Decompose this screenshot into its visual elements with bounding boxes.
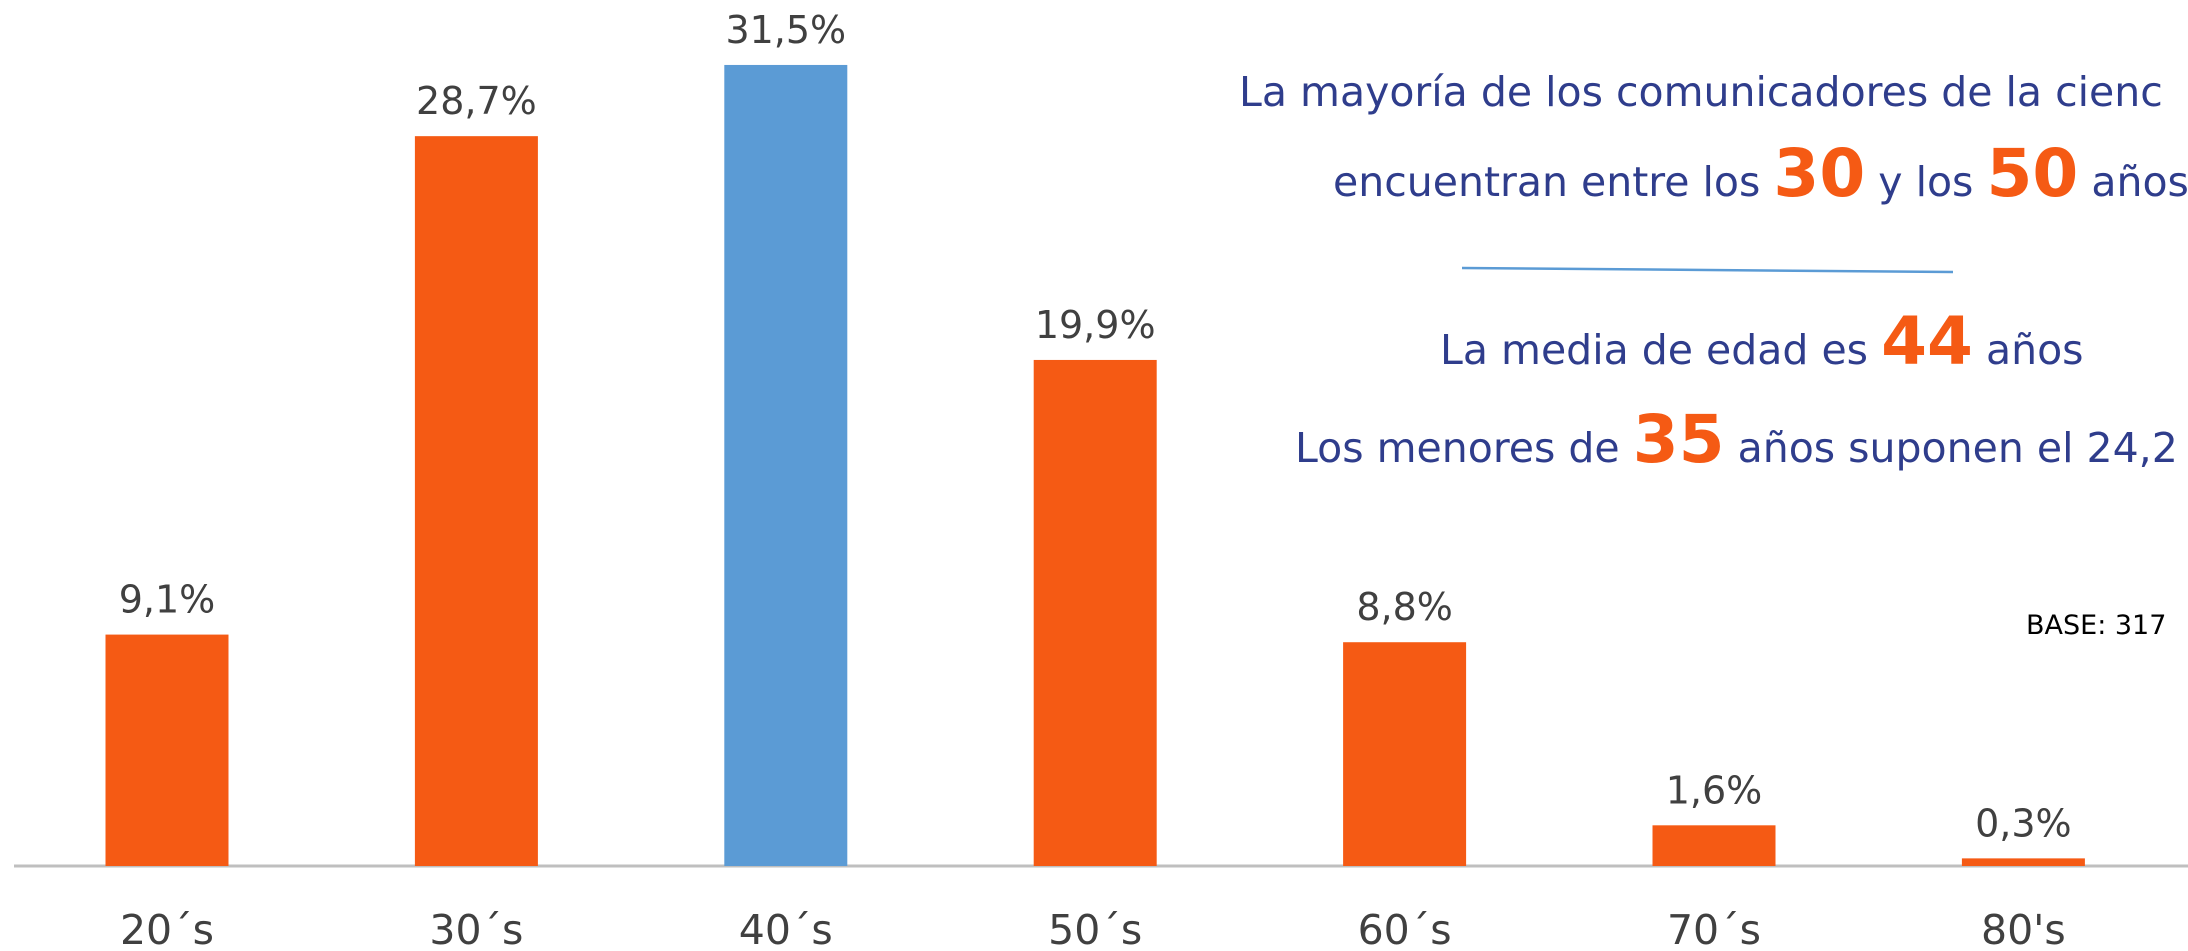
separator [1461,266,1954,274]
annotation-text: años [2078,158,2188,206]
x-tick-label: 50´s [1048,906,1142,951]
bar [105,634,229,866]
annotation-text: La mayoría de los comunicadores de la ci… [1239,68,2163,116]
annotation: La media de edad es 44 años [1440,303,2084,380]
bar [1033,359,1157,866]
highlight-number: 44 [1881,303,1973,380]
x-tick-label: 40´s [739,906,833,951]
bar [1652,825,1776,866]
value-label: 28,7% [416,79,537,123]
value-label: 31,5% [725,8,846,52]
highlight-number: 50 [1986,135,2078,212]
base-note: BASE: 317 [2026,610,2166,641]
value-label: 9,1% [119,578,216,622]
bar [414,136,538,866]
value-label: 0,3% [1975,801,2072,845]
bar [724,64,848,866]
highlight-number: 35 [1633,401,1725,478]
annotation-text: Los menores de [1295,424,1633,472]
annotation-text: años suponen el 24,2 [1725,424,2178,472]
value-label: 19,9% [1035,303,1156,347]
annotation-text: encuentran entre los [1333,158,1773,206]
annotation-text: La media de edad es [1440,326,1881,374]
bar [1343,642,1467,866]
annotation-text: años [1973,326,2084,374]
value-label: 1,6% [1666,768,1763,812]
x-tick-label: 30´s [429,906,523,951]
value-label: 8,8% [1356,585,1453,629]
annotation: encuentran entre los 30 y los 50 años [1333,135,2188,212]
x-tick-label: 20´s [120,906,214,951]
x-tick-label: 80's [1981,906,2066,951]
highlight-number: 30 [1773,135,1865,212]
annotation: La mayoría de los comunicadores de la ci… [1239,68,2163,116]
annotation: Los menores de 35 años suponen el 24,2 [1295,401,2178,478]
x-tick-label: 70´s [1667,906,1761,951]
annotation-text: y los [1865,158,1986,206]
x-tick-label: 60´s [1358,906,1452,951]
bar [1961,858,2085,866]
